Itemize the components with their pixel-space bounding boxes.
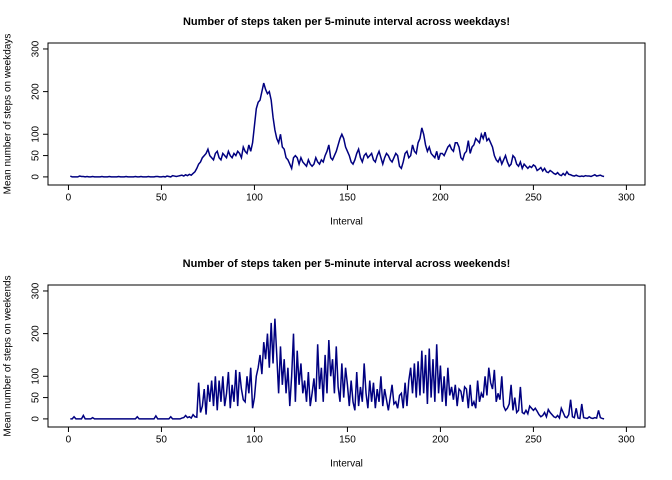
x-tick-label: 50 [156,435,168,446]
y-tick-label: 50 [31,150,42,162]
x-tick-label: 150 [339,435,356,446]
y-tick-label: 100 [31,125,42,142]
x-tick-label: 250 [525,435,542,446]
chart-title: Number of steps taken per 5-minute inter… [183,16,510,28]
data-line [70,82,605,178]
x-tick-label: 200 [432,193,449,204]
x-tick-label: 150 [339,193,356,204]
y-tick-label: 100 [31,367,42,384]
data-line [70,318,605,420]
plot-box [47,42,646,186]
y-tick-label: 200 [31,325,42,342]
x-tick-label: 50 [156,193,168,204]
x-tick-label: 200 [432,435,449,446]
x-axis-label: Interval [330,459,363,470]
y-axis-label: Mean number of steps on weekends [3,275,14,436]
y-tick-label: 300 [31,40,42,57]
x-tick-label: 250 [525,193,542,204]
x-tick-label: 0 [66,435,72,446]
y-tick-label: 0 [31,174,42,180]
x-tick-label: 100 [246,435,263,446]
y-tick-label: 200 [31,83,42,100]
y-tick-label: 0 [31,416,42,422]
x-axis-label: Interval [330,217,363,228]
y-tick-label: 50 [31,392,42,404]
y-tick-label: 300 [31,282,42,299]
plot-box [47,284,646,428]
x-tick-label: 300 [618,435,635,446]
y-axis-label: Mean number of steps on weekdays [3,34,14,195]
chart-title: Number of steps taken per 5-minute inter… [183,258,511,270]
x-tick-label: 300 [618,193,635,204]
x-tick-label: 100 [246,193,263,204]
x-tick-label: 0 [66,193,72,204]
